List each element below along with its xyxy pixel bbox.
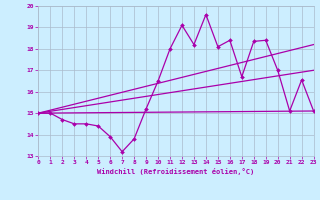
X-axis label: Windchill (Refroidissement éolien,°C): Windchill (Refroidissement éolien,°C)	[97, 168, 255, 175]
